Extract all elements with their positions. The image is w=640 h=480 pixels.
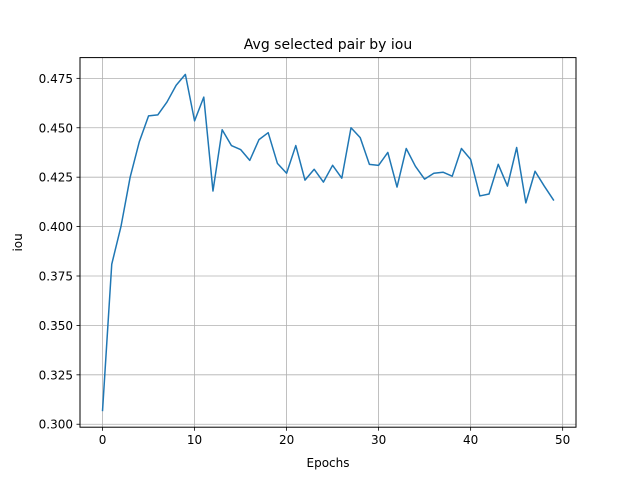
y-tick-label: 0.400 xyxy=(39,220,73,234)
y-tick-label: 0.475 xyxy=(39,72,73,86)
y-tick-label: 0.375 xyxy=(39,270,73,284)
plot-frame xyxy=(79,57,577,428)
series-layer xyxy=(101,73,555,412)
x-axis-label: Epochs xyxy=(307,456,350,470)
y-tick-label: 0.350 xyxy=(39,319,73,333)
y-axis: 0.300 0.325 0.350 0.375 0.400 0.425 0.450 0.475 xyxy=(39,72,80,432)
chart-title: Avg selected pair by iou xyxy=(244,37,412,53)
y-tick-label: 0.450 xyxy=(39,121,73,135)
y-tick-label: 0.300 xyxy=(39,418,73,432)
y-tick-label: 0.425 xyxy=(39,171,73,185)
grid xyxy=(80,57,576,428)
x-tick-label: 10 xyxy=(187,433,202,447)
series-line xyxy=(101,73,555,412)
x-tick-label: 40 xyxy=(463,433,478,447)
x-tick-label: 50 xyxy=(555,433,570,447)
x-tick-label: 20 xyxy=(279,433,294,447)
x-tick-label: 0 xyxy=(99,433,107,447)
x-tick-label: 30 xyxy=(371,433,386,447)
y-axis-label: iou xyxy=(11,233,25,251)
x-axis: 0 10 20 30 40 50 xyxy=(99,427,570,447)
y-tick-label: 0.325 xyxy=(39,368,73,382)
